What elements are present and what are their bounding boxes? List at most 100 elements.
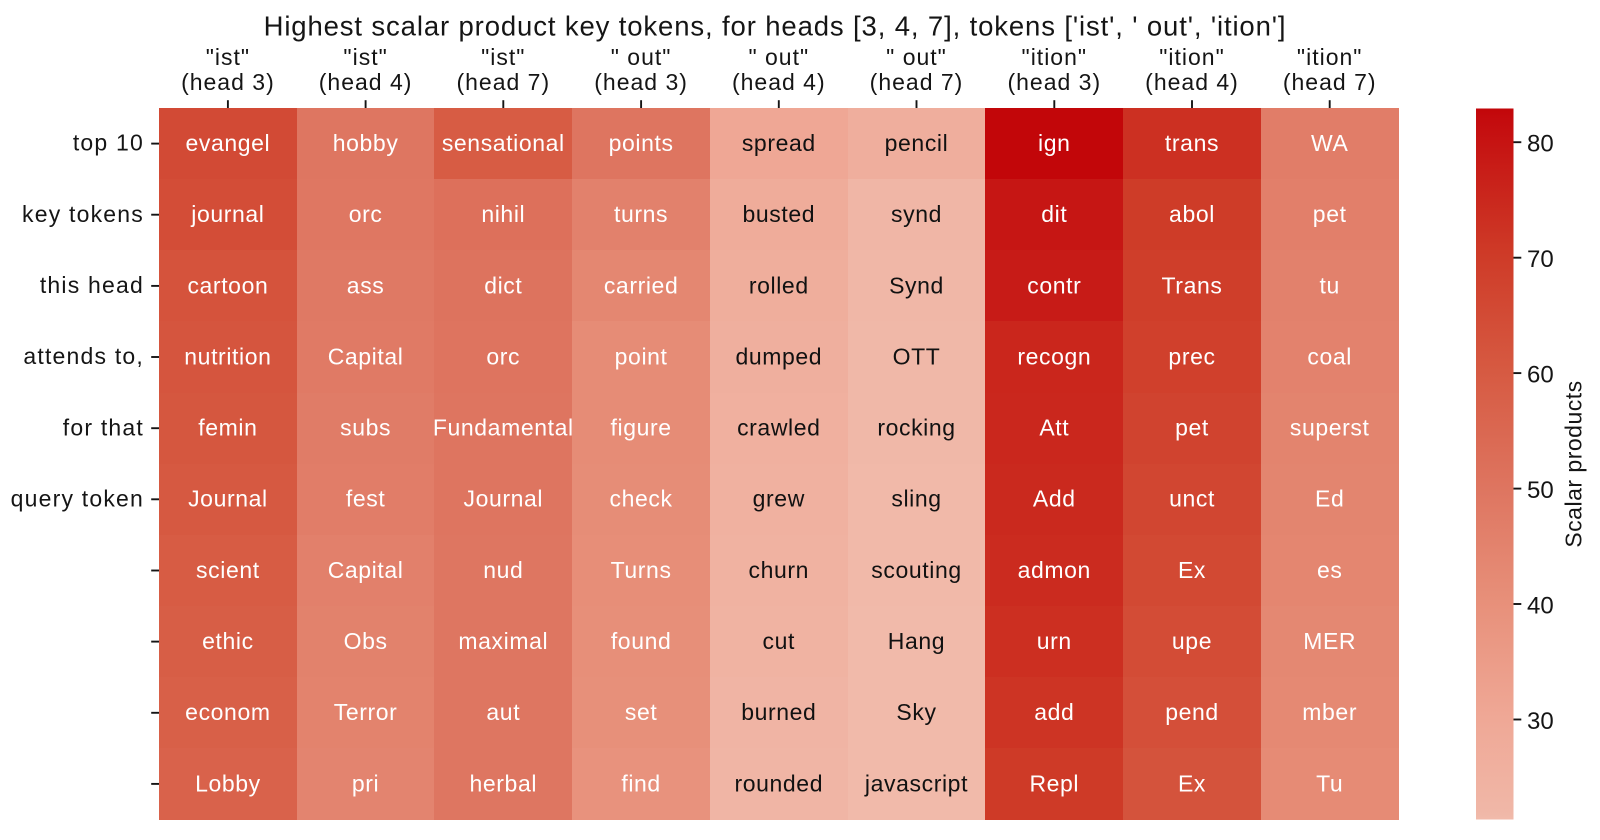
svg-text:"ist": "ist": [343, 44, 387, 70]
svg-text:found: found: [611, 628, 672, 654]
svg-text:turns: turns: [614, 201, 668, 227]
svg-text:Hang: Hang: [888, 628, 945, 654]
svg-text:javascript: javascript: [864, 770, 968, 796]
svg-text:points: points: [609, 130, 674, 156]
svg-text:"ist": "ist": [481, 44, 525, 70]
svg-text:sling: sling: [891, 486, 941, 512]
svg-text:(head 7): (head 7): [870, 69, 964, 95]
svg-text:ethic: ethic: [202, 628, 254, 654]
svg-text:cartoon: cartoon: [187, 272, 268, 298]
svg-text:" out": " out": [611, 44, 672, 70]
svg-text:40: 40: [1527, 592, 1554, 619]
svg-text:nud: nud: [483, 557, 523, 583]
svg-text:prec: prec: [1168, 343, 1215, 369]
svg-text:urn: urn: [1037, 628, 1072, 654]
svg-text:OTT: OTT: [893, 343, 941, 369]
svg-text:(head 3): (head 3): [1007, 69, 1101, 95]
svg-text:this head: this head: [40, 272, 144, 298]
svg-text:Att: Att: [1039, 415, 1069, 441]
svg-text:fest: fest: [346, 486, 385, 512]
svg-text:pet: pet: [1313, 201, 1347, 227]
svg-text:tu: tu: [1320, 272, 1340, 298]
svg-text:Scalar products: Scalar products: [1561, 380, 1587, 547]
svg-text:Ed: Ed: [1315, 486, 1344, 512]
svg-text:scient: scient: [196, 557, 260, 583]
svg-text:coal: coal: [1307, 343, 1352, 369]
svg-text:subs: subs: [340, 415, 391, 441]
svg-text:30: 30: [1527, 708, 1554, 735]
svg-text:hobby: hobby: [333, 130, 399, 156]
svg-text:" out": " out": [748, 44, 809, 70]
svg-text:Synd: Synd: [889, 272, 944, 298]
svg-text:evangel: evangel: [186, 130, 271, 156]
svg-text:recogn: recogn: [1017, 343, 1091, 369]
svg-text:pet: pet: [1175, 415, 1209, 441]
svg-text:(head 7): (head 7): [1283, 69, 1377, 95]
svg-text:rounded: rounded: [734, 770, 823, 796]
svg-text:(head 4): (head 4): [732, 69, 826, 95]
svg-text:check: check: [610, 486, 673, 512]
svg-text:Capital: Capital: [328, 557, 404, 583]
svg-text:rolled: rolled: [749, 272, 809, 298]
svg-text:sensational: sensational: [442, 130, 565, 156]
svg-text:econom: econom: [185, 699, 270, 725]
svg-text:Highest scalar product key tok: Highest scalar product key tokens, for h…: [264, 11, 1287, 42]
svg-text:crawled: crawled: [737, 415, 820, 441]
svg-text:Journal: Journal: [463, 486, 543, 512]
svg-text:nihil: nihil: [481, 201, 525, 227]
svg-text:scouting: scouting: [871, 557, 961, 583]
svg-text:dumped: dumped: [735, 343, 822, 369]
svg-text:Trans: Trans: [1162, 272, 1223, 298]
svg-text:carried: carried: [604, 272, 679, 298]
svg-text:Tu: Tu: [1316, 770, 1343, 796]
svg-text:nutrition: nutrition: [184, 343, 271, 369]
svg-text:(head 3): (head 3): [181, 69, 275, 95]
svg-text:pri: pri: [352, 770, 379, 796]
svg-text:aut: aut: [486, 699, 520, 725]
svg-text:"ition": "ition": [1159, 44, 1225, 70]
svg-text:50: 50: [1527, 477, 1554, 504]
svg-text:Obs: Obs: [344, 628, 388, 654]
svg-text:Journal: Journal: [188, 486, 268, 512]
svg-text:(head 4): (head 4): [319, 69, 413, 95]
svg-text:MER: MER: [1303, 628, 1356, 654]
svg-text:Lobby: Lobby: [195, 770, 261, 796]
svg-text:Sky: Sky: [896, 699, 936, 725]
svg-text:burned: burned: [741, 699, 816, 725]
svg-text:"ition": "ition": [1022, 44, 1088, 70]
svg-text:femin: femin: [198, 415, 257, 441]
svg-text:grew: grew: [753, 486, 805, 512]
svg-text:"ist": "ist": [206, 44, 250, 70]
svg-text:pencil: pencil: [885, 130, 949, 156]
svg-text:query token: query token: [11, 485, 144, 511]
svg-text:unct: unct: [1169, 486, 1215, 512]
svg-text:abol: abol: [1169, 201, 1215, 227]
svg-text:pend: pend: [1165, 699, 1219, 725]
svg-text:(head 4): (head 4): [1145, 69, 1239, 95]
svg-text:key tokens: key tokens: [22, 201, 144, 227]
svg-text:rocking: rocking: [877, 415, 955, 441]
svg-text:upe: upe: [1172, 628, 1212, 654]
svg-text:"ition": "ition": [1297, 44, 1363, 70]
svg-text:80: 80: [1527, 131, 1554, 158]
svg-text:orc: orc: [349, 201, 383, 227]
svg-text:superst: superst: [1290, 415, 1370, 441]
svg-text:trans: trans: [1165, 130, 1219, 156]
svg-text:admon: admon: [1018, 557, 1091, 583]
svg-text:churn: churn: [749, 557, 810, 583]
svg-text:Ex: Ex: [1178, 557, 1206, 583]
svg-text:70: 70: [1527, 246, 1554, 273]
svg-text:top 10: top 10: [73, 130, 144, 156]
svg-text:ass: ass: [347, 272, 385, 298]
svg-text:" out": " out": [886, 44, 947, 70]
svg-text:attends to,: attends to,: [23, 343, 144, 369]
svg-text:60: 60: [1527, 361, 1554, 388]
svg-text:set: set: [625, 699, 657, 725]
svg-text:dit: dit: [1041, 201, 1067, 227]
svg-text:Repl: Repl: [1029, 770, 1079, 796]
svg-text:journal: journal: [190, 201, 264, 227]
svg-text:Add: Add: [1033, 486, 1076, 512]
svg-text:WA: WA: [1311, 130, 1348, 156]
svg-text:(head 7): (head 7): [456, 69, 550, 95]
svg-text:es: es: [1317, 557, 1343, 583]
